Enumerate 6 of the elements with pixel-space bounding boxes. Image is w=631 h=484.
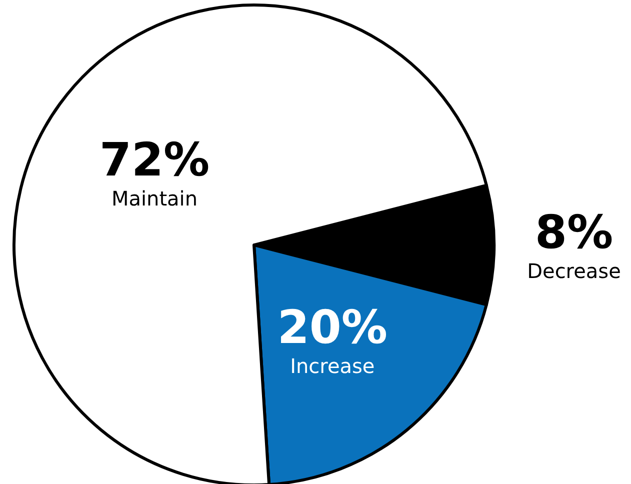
data-label: 20% (277, 300, 388, 354)
slice-label: Maintain (111, 186, 198, 211)
slice-label: Decrease (527, 259, 621, 283)
data-label: 72% (99, 132, 210, 187)
data-label: 8% (534, 205, 614, 259)
slice-label: Increase (290, 354, 375, 378)
